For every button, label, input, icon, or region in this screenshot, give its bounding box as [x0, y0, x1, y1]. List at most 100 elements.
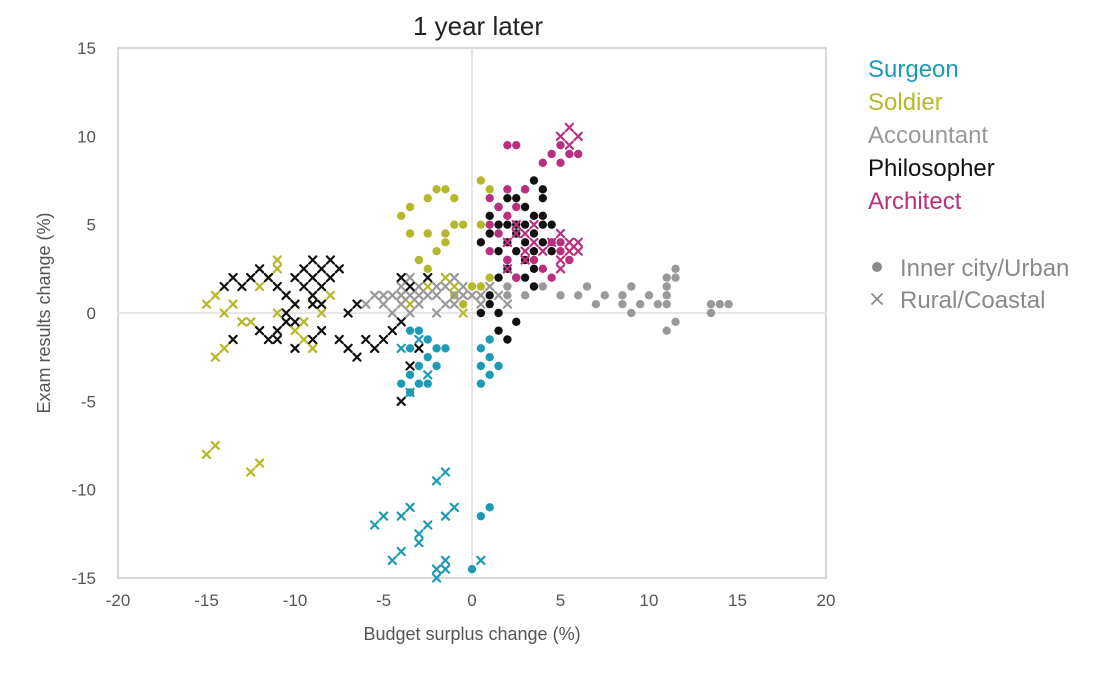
data-point-rural [378, 511, 389, 521]
data-point-rural [325, 255, 336, 265]
data-point-urban [556, 238, 565, 247]
data-point-rural [405, 387, 415, 398]
data-point-urban [618, 291, 627, 300]
data-point-rural [272, 308, 282, 318]
data-point-rural [272, 334, 282, 345]
data-point-urban [485, 335, 494, 344]
data-point-rural [361, 334, 371, 345]
data-point-rural [316, 281, 327, 292]
data-point-rural [290, 343, 300, 354]
data-point-rural [254, 281, 265, 292]
data-point-rural [440, 299, 451, 309]
data-point-rural [555, 264, 566, 274]
data-point-urban [618, 299, 627, 309]
data-point-urban [414, 326, 424, 335]
data-point-urban [441, 185, 450, 194]
data-point-urban [503, 193, 512, 203]
data-point-rural [564, 237, 575, 248]
data-point-urban [529, 255, 539, 265]
x-tick-label: 10 [640, 591, 659, 610]
data-point-rural [449, 502, 459, 513]
data-point-urban [485, 291, 494, 300]
data-point-rural [308, 334, 318, 345]
data-point-urban [494, 273, 503, 282]
data-point-rural [458, 290, 468, 301]
legend-item-philosopher: Philosopher [868, 155, 995, 182]
data-point-urban [503, 140, 512, 150]
legend-item-accountant: Accountant [868, 122, 988, 149]
data-point-urban [591, 299, 601, 309]
data-point-rural [210, 352, 221, 362]
data-point-rural [396, 546, 406, 557]
data-point-urban [556, 246, 565, 256]
data-point-urban [485, 185, 494, 194]
tick-labels: -20 -15 -10 -5 0 5 10 15 20 -15 -10 -5 0 5 10 15 [71, 39, 835, 610]
data-point-urban [635, 299, 645, 309]
data-point-rural [290, 317, 300, 327]
data-point-urban [512, 273, 521, 282]
x-tick-label: 15 [728, 591, 747, 610]
data-point-rural [334, 334, 344, 345]
data-point-urban [556, 291, 565, 300]
data-point-rural [467, 290, 477, 301]
data-point-urban [458, 299, 468, 309]
legend-cross-icon [870, 292, 884, 306]
data-point-urban [547, 246, 556, 256]
data-point-urban [476, 511, 486, 521]
data-point-rural [529, 219, 539, 230]
data-point-urban [414, 379, 424, 388]
data-point-rural [414, 290, 424, 301]
data-point-urban [423, 229, 432, 238]
data-point-urban [494, 326, 503, 335]
data-point-rural [387, 555, 398, 566]
data-point-rural [308, 299, 318, 309]
data-point-rural [316, 299, 327, 309]
data-point-urban [423, 193, 432, 203]
data-point-urban [494, 202, 503, 212]
data-point-rural [316, 308, 327, 318]
data-point-urban [405, 370, 415, 380]
legend-item-surgeon: Surgeon [868, 56, 959, 83]
data-point-rural [555, 131, 566, 142]
data-point-rural [246, 467, 256, 477]
series-architect [485, 122, 583, 282]
data-point-rural [449, 272, 459, 283]
data-point-rural [414, 537, 424, 548]
legend-marker-label: Rural/Coastal [900, 287, 1045, 314]
data-point-rural [281, 317, 291, 327]
y-tick-label: -15 [71, 569, 96, 588]
data-point-rural [387, 325, 398, 336]
y-tick-label: 5 [87, 216, 96, 235]
data-point-urban [476, 176, 486, 185]
data-point-rural [431, 308, 442, 318]
data-point-rural [502, 264, 513, 274]
points-layer [201, 122, 733, 583]
data-point-rural [299, 334, 309, 345]
data-point-urban [397, 379, 406, 388]
data-point-rural [343, 308, 353, 318]
data-point-urban [529, 282, 539, 291]
data-point-urban [476, 344, 486, 353]
data-point-rural [440, 555, 451, 566]
data-point-rural [476, 555, 486, 566]
data-point-urban [520, 185, 530, 194]
legend-markers: Inner city/Urban Rural/Coastal [870, 255, 1069, 314]
data-point-rural [431, 564, 442, 574]
data-point-urban [503, 220, 512, 229]
data-point-urban [485, 211, 494, 221]
data-point-rural [405, 272, 415, 283]
data-point-rural [440, 272, 451, 283]
data-point-urban [520, 273, 530, 282]
data-point-urban [706, 308, 716, 318]
data-point-urban [432, 344, 441, 353]
data-point-rural [502, 237, 513, 248]
data-point-urban [715, 299, 724, 309]
y-axis-label: Exam results change (%) [34, 212, 54, 413]
data-point-rural [405, 281, 415, 292]
data-point-urban [538, 282, 547, 291]
data-point-rural [396, 317, 406, 327]
data-point-rural [573, 131, 583, 142]
data-point-rural [343, 343, 353, 354]
data-point-rural [449, 281, 459, 292]
data-point-rural [520, 228, 530, 239]
